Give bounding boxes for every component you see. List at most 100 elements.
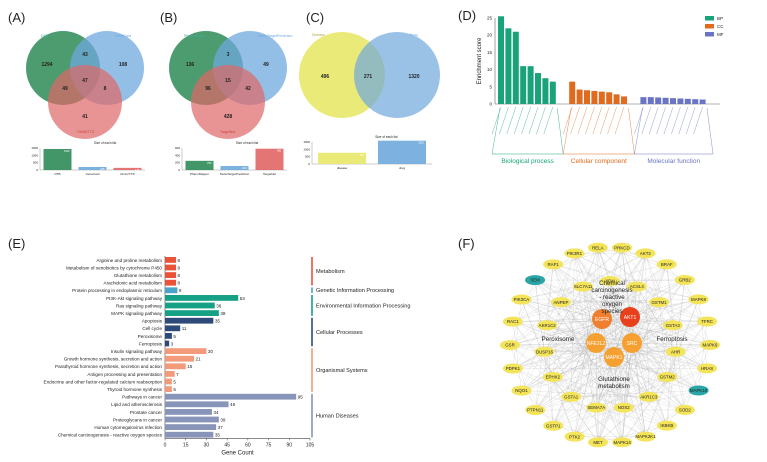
- e-value-label: 11: [182, 326, 187, 331]
- f-node: [699, 339, 720, 350]
- f-node: [534, 346, 555, 357]
- e-value-label: 5: [173, 387, 176, 392]
- f-node-label: PDPK1: [506, 366, 521, 371]
- f-node: [587, 242, 608, 253]
- e-bar: [165, 317, 214, 324]
- d-term-label-mark: [671, 106, 681, 135]
- e-value-label: 15: [187, 364, 193, 369]
- e-group-label: Human Diseases: [316, 414, 359, 420]
- f-edge: [596, 318, 603, 408]
- e-group-label: Genetic Information Processing: [316, 288, 394, 294]
- d-bar: [535, 73, 541, 104]
- f-edge: [544, 286, 584, 352]
- f-edge: [521, 390, 575, 437]
- f-edge: [553, 264, 603, 320]
- f-edge: [560, 302, 631, 318]
- f-node-label: XDH: [605, 279, 614, 284]
- venn-region-count: 42: [245, 86, 251, 92]
- f-edge: [609, 280, 633, 344]
- e-category-label: Ferroptosis: [139, 341, 163, 346]
- e-x-axis-label: Gene Count: [221, 450, 254, 456]
- f-core-node-label: AKT1: [624, 315, 637, 321]
- e-bar: [165, 295, 239, 301]
- f-edge: [547, 279, 685, 326]
- f-node-label: GSTA1: [564, 394, 579, 399]
- f-edge: [535, 286, 637, 411]
- f-node: [525, 275, 546, 286]
- e-x-tick: 90: [287, 442, 293, 448]
- mini-bar-value: 109: [242, 166, 247, 170]
- f-node-label: SLC7A11: [574, 284, 593, 289]
- f-edge: [574, 253, 597, 344]
- f-edge: [512, 302, 561, 322]
- e-group-label: Environmental Information Processing: [316, 303, 411, 309]
- d-bar: [684, 98, 691, 104]
- e-value-label: 5: [173, 379, 176, 384]
- panel-label-f: (F): [458, 236, 475, 251]
- f-edge: [601, 264, 667, 320]
- e-category-label: MAPK signaling pathway: [111, 311, 163, 316]
- d-term-label-mark: [513, 106, 524, 135]
- venn-region-count: 3: [227, 52, 230, 58]
- f-edge: [659, 302, 708, 322]
- f-edge: [629, 299, 699, 318]
- f-node: [564, 248, 585, 259]
- f-pathway-label-line: metabolism: [598, 383, 630, 390]
- f-edge: [621, 247, 685, 281]
- f-pathway-label: Glutathione metabolism: [598, 376, 630, 390]
- f-edge: [629, 316, 668, 378]
- f-node: [611, 242, 632, 253]
- d-term-label-mark: [577, 106, 588, 135]
- mini-bar-value: 1591: [418, 141, 424, 145]
- d-term-label-mark: [499, 106, 509, 135]
- e-x-tick: 75: [266, 442, 272, 448]
- f-node: [688, 385, 709, 396]
- venn-region-count: 41: [82, 114, 88, 120]
- f-edge: [622, 376, 668, 443]
- f-node: [662, 320, 683, 331]
- f-edge: [512, 264, 554, 322]
- f-node-label: GRB2: [679, 278, 692, 283]
- f-edge: [544, 351, 597, 408]
- f-edge: [544, 280, 611, 352]
- e-bar: [165, 393, 297, 400]
- e-bar: [165, 424, 217, 430]
- e-category-label: Metabolism of xenobiotics by cytochrome …: [66, 265, 162, 270]
- f-edge: [631, 342, 708, 369]
- f-edge: [521, 299, 575, 437]
- f-edge: [574, 253, 631, 318]
- f-node-label: AKR1C2: [539, 323, 557, 328]
- f-edge: [613, 356, 708, 369]
- f-core-node: [620, 307, 640, 327]
- f-edge: [636, 286, 699, 300]
- f-edge: [547, 286, 637, 326]
- mini-bar-value: 767: [360, 153, 365, 157]
- mini-bar: [78, 166, 107, 170]
- f-edge: [622, 321, 708, 443]
- panel-label-b: (B): [160, 10, 178, 25]
- f-edge: [658, 302, 668, 378]
- f-edge: [521, 299, 633, 344]
- f-edge: [613, 344, 711, 358]
- e-x-tick: 105: [306, 442, 315, 448]
- f-node: [537, 320, 558, 331]
- f-edge: [512, 342, 597, 369]
- d-term-label-mark: [641, 106, 652, 135]
- e-category-label: Antigen processing and presentation: [87, 372, 162, 377]
- f-node: [502, 363, 523, 374]
- f-edge: [571, 253, 575, 397]
- venn-region-count: 136: [186, 62, 195, 68]
- f-edge: [601, 318, 676, 352]
- f-node: [656, 420, 677, 431]
- f-edge: [583, 286, 599, 443]
- f-edge: [595, 279, 685, 344]
- f-edge: [560, 247, 623, 303]
- mini-bar-value: 1433: [64, 149, 70, 153]
- f-node-label: RAF1: [548, 262, 560, 267]
- d-term-label-mark: [521, 106, 531, 135]
- f-node: [649, 297, 670, 308]
- f-node-label: PTPN11: [527, 408, 544, 413]
- d-y-tick: 0: [489, 102, 492, 107]
- f-edge: [574, 325, 673, 437]
- d-group-label: Molecular function: [647, 158, 700, 165]
